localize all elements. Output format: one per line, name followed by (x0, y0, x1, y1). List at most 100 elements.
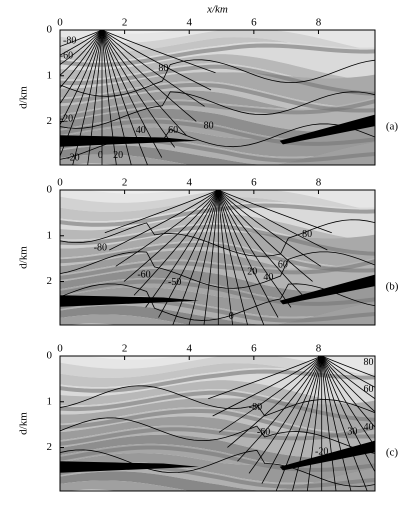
contour-label: 0 (98, 150, 103, 161)
contour-line (321, 356, 375, 378)
contour-label: 80 (158, 63, 168, 74)
contour-line (60, 283, 375, 321)
contour-line (145, 190, 219, 308)
reflector (60, 425, 375, 446)
reflector (60, 99, 375, 120)
contour-line (101, 30, 176, 148)
x-tick-label: 4 (186, 17, 192, 29)
contour-label: 60 (278, 259, 288, 270)
contour-label: -80 (94, 242, 107, 253)
contour-line (101, 30, 117, 165)
reflector (60, 224, 375, 256)
layer (60, 434, 375, 467)
contour-line (321, 356, 368, 491)
contour-line (321, 356, 375, 400)
x-tick-label: 0 (57, 177, 63, 189)
contour-line (321, 356, 375, 428)
y-tick-label: 1 (47, 229, 53, 241)
x-tick-label: 8 (316, 177, 322, 189)
contour-line (217, 190, 279, 318)
contour-label: 40 (136, 125, 146, 136)
contour-label: 40 (364, 422, 374, 433)
contour-line (261, 356, 323, 484)
contour-line (321, 356, 337, 491)
layer (60, 190, 375, 212)
contour-line (60, 91, 375, 129)
contour-label: -20 (60, 114, 73, 125)
frame (59, 29, 376, 166)
contour-label: 60 (168, 125, 178, 136)
contour-line (101, 30, 212, 91)
contour-line (60, 30, 103, 89)
contour-label: 60 (364, 384, 374, 395)
layer (60, 201, 375, 242)
black-layer (279, 114, 375, 145)
contour-label: -50 (168, 277, 181, 288)
y-tick-label: 2 (47, 441, 53, 453)
contour-label: 80 (204, 120, 214, 131)
frame (59, 189, 376, 326)
contour-line (101, 30, 205, 107)
y-tick-label: 0 (47, 350, 53, 362)
contour-line (60, 251, 375, 289)
contour-line (218, 190, 328, 251)
layer (60, 302, 375, 325)
reflector (60, 445, 375, 472)
panel (60, 356, 375, 491)
contour-line (188, 190, 219, 325)
contour-line (60, 30, 103, 66)
contour-line (60, 59, 375, 97)
contour-line (101, 30, 187, 136)
contour-line (237, 356, 323, 462)
contour-label: 30 (347, 426, 357, 437)
layer (60, 108, 375, 141)
layer (60, 468, 375, 491)
x-tick-label: 0 (57, 17, 63, 29)
layer (60, 356, 375, 388)
contour-line (115, 190, 219, 267)
contour-label: -80 (249, 402, 262, 413)
contour-line (275, 356, 323, 491)
layer (60, 142, 375, 165)
x-tick-label: 6 (251, 177, 257, 189)
contour-label: 80 (302, 229, 312, 240)
contour-label: -20 (66, 152, 79, 163)
contour-line (217, 190, 303, 296)
layer (60, 268, 375, 301)
contour-line (60, 30, 103, 56)
contour-line (87, 30, 103, 165)
reflector (60, 259, 375, 280)
contour-line (306, 356, 323, 491)
contour-line (109, 190, 219, 251)
x-axis-title: x/km (206, 4, 228, 16)
x-tick-label: 8 (316, 17, 322, 29)
contour-label: -60 (257, 427, 270, 438)
y-axis-title: d/km (18, 86, 30, 109)
contour-line (60, 219, 375, 257)
contour-line (60, 30, 103, 47)
contour-label: -60 (137, 269, 150, 280)
contour-line (60, 123, 375, 160)
contour-line (212, 356, 322, 417)
contour-line (60, 30, 103, 158)
contour-line (60, 449, 375, 487)
contour-line (60, 417, 375, 454)
panel-label: (c) (386, 447, 399, 459)
x-tick-label: 0 (57, 343, 63, 355)
contour-line (101, 30, 216, 74)
x-tick-label: 6 (251, 17, 257, 29)
black-layer (279, 274, 375, 305)
x-tick-label: 2 (122, 343, 128, 355)
reflector (60, 82, 375, 113)
contour-label: 20 (247, 267, 257, 278)
contour-line (321, 356, 352, 491)
contour-line (218, 356, 322, 433)
contour-line (321, 356, 375, 447)
reflector (60, 64, 375, 96)
contour-line (218, 190, 332, 234)
contour-line (60, 30, 103, 105)
contour-label: -60 (60, 50, 73, 61)
x-tick-label: 8 (316, 343, 322, 355)
contour-line (203, 190, 219, 325)
